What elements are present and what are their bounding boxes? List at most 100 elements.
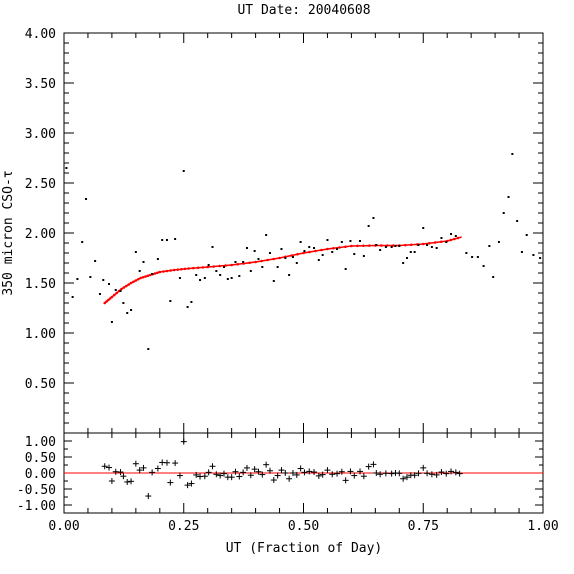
- data-point: [321, 254, 324, 256]
- data-point: [195, 274, 198, 276]
- data-point: [230, 277, 233, 279]
- fit-point: [326, 247, 329, 251]
- data-point: [174, 238, 177, 240]
- data-point: [313, 247, 316, 249]
- data-point: [488, 245, 491, 247]
- fit-point: [266, 258, 269, 262]
- residual-point: [201, 473, 208, 480]
- fit-point: [356, 244, 359, 248]
- fit-point: [139, 276, 142, 280]
- data-point: [445, 241, 448, 243]
- fit-point: [453, 237, 456, 241]
- data-point: [288, 274, 291, 276]
- data-point: [384, 246, 387, 248]
- fit-point: [192, 266, 195, 270]
- data-point: [147, 348, 150, 350]
- residual-point: [420, 464, 427, 471]
- data-point: [151, 273, 154, 275]
- residual-point: [443, 470, 450, 477]
- fit-point: [132, 280, 135, 284]
- data-point: [94, 260, 97, 262]
- data-point: [394, 245, 397, 247]
- residual-point: [319, 471, 326, 478]
- chart-title: UT Date: 20040608: [237, 3, 370, 18]
- residual-point: [228, 474, 235, 481]
- data-point: [142, 261, 145, 263]
- data-point: [71, 296, 74, 298]
- data-point: [326, 239, 329, 241]
- residual-point: [433, 471, 440, 478]
- residual-point: [124, 478, 131, 485]
- residual-point: [403, 474, 410, 481]
- y-axis-label: 350 micron CSO-τ: [1, 170, 16, 295]
- data-point: [234, 261, 237, 263]
- data-point: [114, 289, 117, 291]
- data-point: [211, 246, 214, 248]
- data-point: [108, 283, 111, 285]
- residual-point: [128, 478, 135, 485]
- fit-point: [392, 244, 395, 247]
- fit-point: [224, 264, 227, 267]
- residual-point: [373, 470, 380, 476]
- data-point: [454, 235, 457, 237]
- data-point: [417, 244, 420, 246]
- y-tick-label: 1.50: [25, 277, 56, 292]
- data-point: [65, 167, 68, 169]
- residual-point: [266, 467, 273, 474]
- fit-point: [456, 236, 460, 240]
- residual-point: [251, 466, 258, 473]
- data-point: [409, 251, 412, 253]
- data-point: [362, 255, 365, 257]
- residual-point: [172, 460, 179, 467]
- data-point: [353, 253, 356, 255]
- fit-point: [350, 244, 353, 248]
- y-tick-label: 2.00: [25, 227, 56, 242]
- data-point: [165, 239, 168, 241]
- data-point: [440, 237, 443, 239]
- fit-point: [110, 295, 114, 299]
- fit-point: [344, 245, 347, 249]
- data-point: [308, 246, 311, 248]
- data-point: [340, 241, 343, 243]
- data-point: [238, 275, 241, 277]
- data-point: [405, 257, 408, 259]
- residual-point: [220, 470, 227, 477]
- residual-point: [286, 475, 293, 482]
- data-point: [126, 312, 129, 314]
- data-point: [520, 251, 523, 253]
- residual-point: [382, 470, 389, 477]
- data-point: [413, 251, 416, 253]
- fit-point: [127, 283, 130, 286]
- fit-point: [196, 266, 200, 270]
- fit-point: [368, 244, 371, 247]
- x-tick-label: 0.75: [408, 519, 439, 534]
- data-point: [331, 251, 334, 253]
- data-point: [130, 309, 133, 311]
- residual-point: [400, 475, 407, 482]
- fit-point: [421, 242, 425, 246]
- residual-point: [243, 464, 250, 471]
- fit-point: [278, 256, 281, 260]
- fit-point: [169, 269, 172, 272]
- fit-point: [148, 273, 152, 277]
- fit-point: [296, 252, 299, 256]
- residual-point: [101, 463, 108, 470]
- fit-point: [115, 291, 118, 295]
- data-point: [215, 270, 218, 272]
- data-point: [249, 270, 252, 272]
- residual-y-tick-label: -1.00: [17, 499, 56, 514]
- residual-point: [274, 472, 281, 479]
- y-tick-label: 1.00: [25, 327, 56, 342]
- residual-point: [329, 471, 336, 478]
- x-tick-label: 0.00: [48, 519, 79, 534]
- residual-point: [282, 470, 289, 476]
- data-point: [349, 240, 352, 242]
- data-point: [502, 212, 505, 214]
- residual-point: [365, 463, 372, 470]
- fit-point: [134, 279, 138, 282]
- residual-point: [154, 465, 161, 472]
- fit-point: [212, 265, 215, 268]
- fit-point: [165, 269, 169, 273]
- residual-point: [145, 493, 152, 500]
